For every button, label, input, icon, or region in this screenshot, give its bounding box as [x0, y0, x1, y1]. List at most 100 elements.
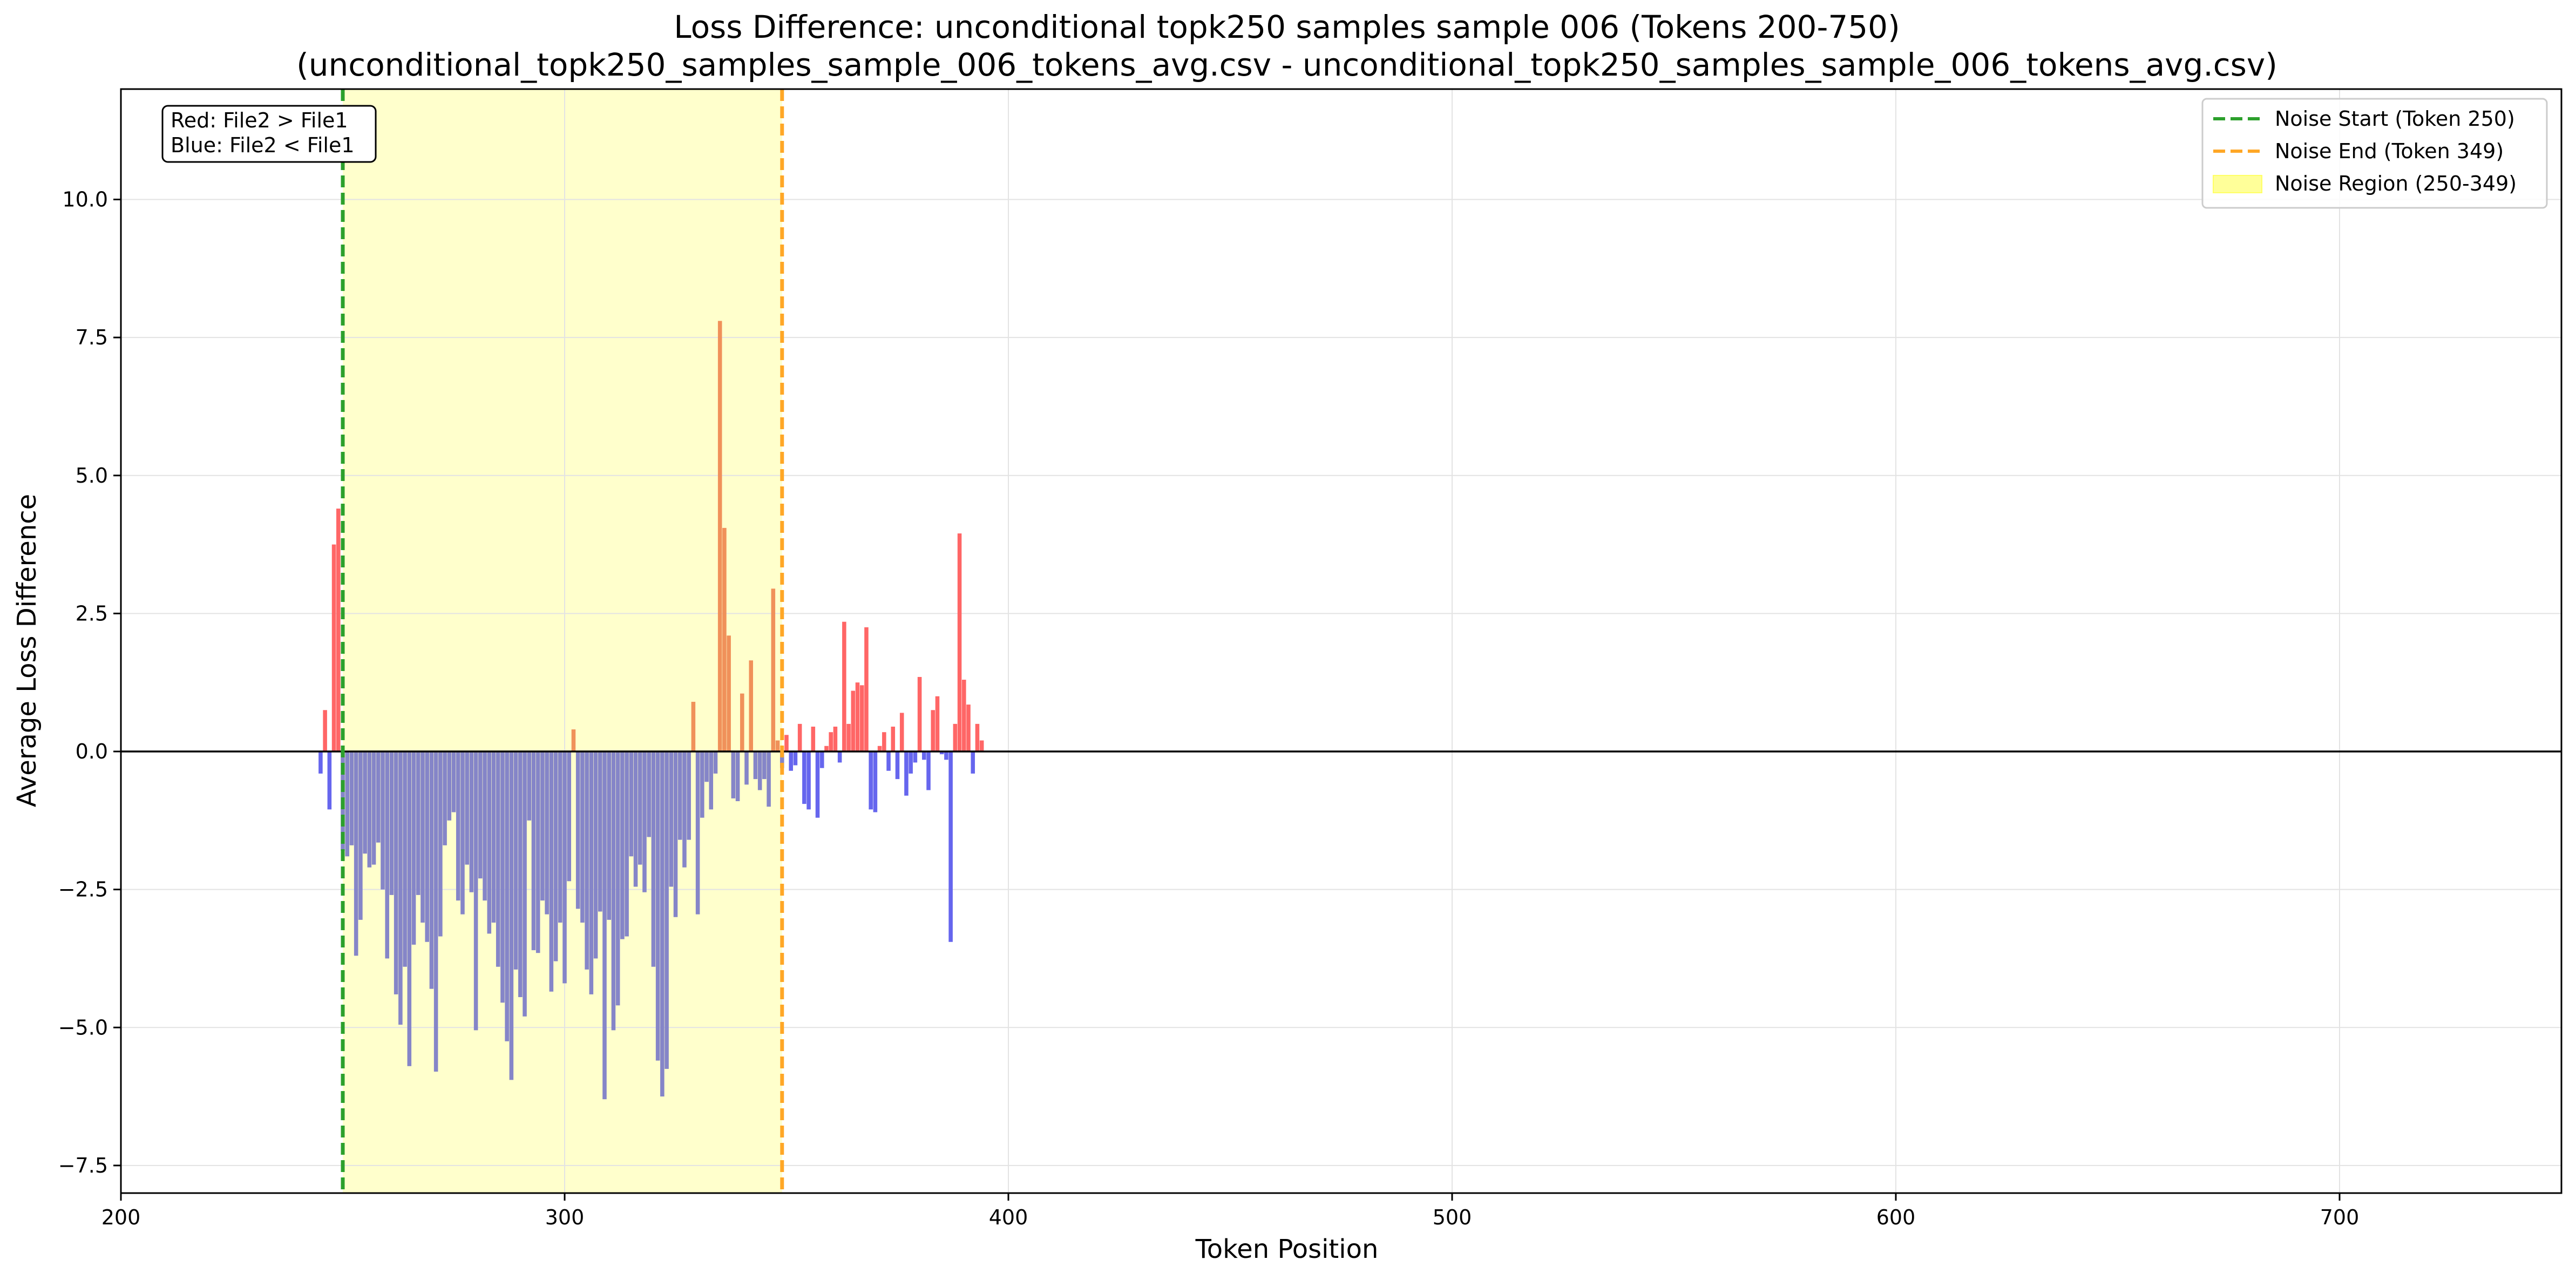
data-bar	[909, 751, 913, 774]
legend-noise-region-swatch	[2213, 175, 2262, 193]
annotation-line-red: Red: File2 > File1	[171, 109, 348, 132]
legend-noise-end-label: Noise End (Token 349)	[2275, 139, 2504, 163]
data-bar	[385, 751, 389, 959]
data-bar	[367, 751, 372, 868]
data-bar	[491, 751, 496, 923]
data-bar	[660, 751, 665, 1097]
data-bar	[473, 751, 478, 1031]
data-bar	[824, 746, 829, 751]
data-bar	[553, 751, 558, 961]
data-bar	[562, 751, 567, 984]
plot-frame	[120, 88, 2563, 1194]
y-tick-label: 10.0	[62, 188, 108, 212]
data-bar	[789, 751, 794, 771]
data-bar	[478, 751, 483, 879]
data-bar	[704, 751, 709, 782]
data-bar	[403, 751, 407, 967]
data-bar	[549, 751, 554, 992]
data-bar	[815, 751, 820, 818]
data-bar	[483, 751, 487, 901]
data-bar	[443, 751, 447, 845]
data-bar	[886, 751, 891, 771]
x-tick-label: 200	[101, 1205, 141, 1229]
data-bar	[948, 751, 953, 942]
data-bar	[655, 751, 660, 1061]
color-annotation-box: Red: File2 > File1 Blue: File2 < File1	[161, 105, 377, 163]
data-bar	[802, 751, 806, 804]
data-bar	[589, 751, 594, 994]
data-bar	[957, 533, 962, 751]
data-bar	[363, 751, 367, 854]
data-bar	[926, 751, 931, 790]
data-bar	[447, 751, 452, 821]
y-tick-label: 2.5	[76, 601, 108, 625]
data-bar	[575, 751, 580, 909]
data-bar	[433, 751, 438, 1072]
data-bar	[935, 696, 940, 751]
annotation-frame	[161, 105, 377, 163]
data-bar	[665, 751, 669, 1069]
x-tick-label: 400	[989, 1205, 1028, 1229]
data-bar	[527, 751, 532, 821]
data-bar	[611, 751, 616, 1031]
data-bar	[819, 751, 824, 768]
data-bar	[859, 685, 864, 751]
data-bar	[962, 680, 966, 751]
data-bar	[891, 726, 896, 751]
data-bar	[687, 751, 691, 840]
data-bar	[407, 751, 412, 1066]
data-bar	[327, 751, 332, 810]
data-bar	[793, 751, 798, 766]
data-bar	[904, 751, 909, 796]
data-bar	[381, 751, 385, 890]
data-bar	[633, 751, 638, 887]
data-bar	[709, 751, 714, 810]
data-bar	[731, 751, 736, 798]
x-axis-label: Token Position	[1195, 1234, 1379, 1264]
data-bar	[873, 751, 878, 812]
data-bar	[913, 751, 918, 763]
data-bar	[500, 751, 505, 1003]
data-bar	[851, 690, 856, 751]
data-bar	[944, 751, 948, 760]
data-bar	[358, 751, 363, 920]
data-bar	[642, 751, 647, 892]
data-bar	[677, 751, 682, 840]
data-bar	[523, 751, 527, 1017]
data-bar	[749, 660, 754, 751]
data-bar	[727, 635, 731, 751]
data-bar	[869, 751, 873, 810]
data-bar	[558, 751, 562, 923]
data-bar	[757, 751, 762, 790]
data-bar	[625, 751, 629, 937]
data-bar	[740, 693, 744, 751]
data-bar	[882, 732, 886, 751]
data-bar	[345, 751, 350, 857]
data-bar	[979, 740, 984, 751]
data-bar	[695, 751, 700, 915]
data-bar	[722, 527, 727, 751]
legend-noise-region-label: Noise Region (250-349)	[2275, 172, 2517, 195]
data-bar	[797, 723, 802, 751]
y-tick-label: −2.5	[58, 878, 108, 902]
data-bar	[376, 751, 381, 843]
data-bar	[864, 627, 869, 751]
data-bar	[753, 751, 758, 780]
x-tick-label: 700	[2320, 1205, 2360, 1229]
data-bar	[607, 751, 611, 920]
data-bar	[598, 751, 602, 912]
data-bar	[931, 710, 936, 751]
data-bar	[438, 751, 443, 937]
data-bar	[833, 726, 838, 751]
data-bar	[465, 751, 469, 865]
annotation-line-blue: Blue: File2 < File1	[171, 133, 355, 157]
data-bar	[389, 751, 394, 895]
data-bar	[585, 751, 589, 970]
axes-layer: 200 300 400 500 600 700 −7.5 −5.0 −2.5 0.0 2.5 5.0 7…	[58, 88, 2563, 1229]
data-bar	[691, 701, 696, 751]
x-tick-label: 500	[1433, 1205, 1472, 1229]
data-bar	[580, 751, 585, 923]
data-bar	[429, 751, 434, 989]
y-tick-label: −5.0	[58, 1015, 108, 1039]
